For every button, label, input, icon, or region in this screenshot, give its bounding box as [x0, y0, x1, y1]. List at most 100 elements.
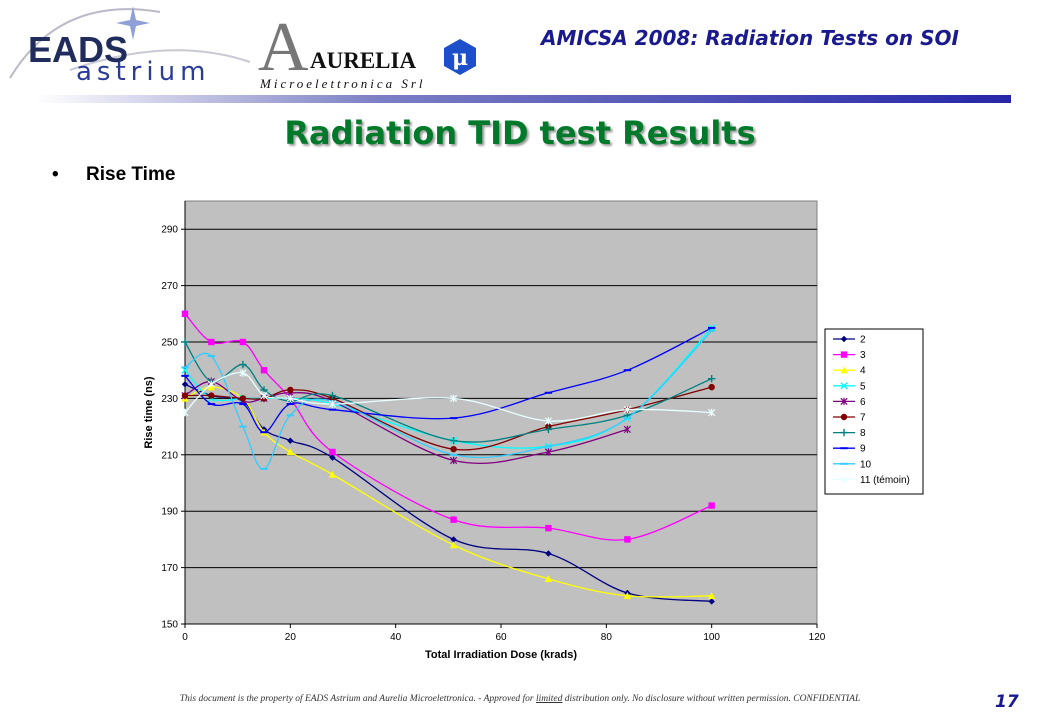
plot-area: [184, 200, 818, 625]
x-tick-label: 80: [601, 632, 613, 643]
legend-label: 2: [860, 335, 866, 346]
y-axis-label: Rise time (ns): [143, 376, 155, 448]
series-1: [181, 310, 715, 543]
x-tick-label: 20: [285, 632, 297, 643]
legend-marker: [840, 428, 848, 437]
legend-label: 3: [860, 350, 866, 361]
legend-label: 7: [860, 413, 866, 424]
data-point: [623, 405, 632, 414]
data-point: [450, 445, 457, 453]
confidentiality-note: This document is the property of EADS As…: [179, 694, 861, 704]
legend-label: 11 (témoin): [860, 475, 910, 486]
data-point: [181, 338, 189, 346]
legend-label: 4: [860, 366, 866, 377]
legend-label: 10: [860, 459, 872, 470]
legend-marker: [840, 382, 848, 390]
legend-box: [824, 328, 924, 495]
aurelia-logo: A AURELIA Microelettronica Srl μ: [258, 9, 476, 91]
series-9: [181, 369, 716, 425]
legend-marker: [840, 397, 848, 406]
data-point: [329, 448, 336, 456]
data-point: [708, 408, 716, 417]
data-point: [208, 338, 215, 346]
legend-marker: [840, 413, 848, 421]
x-tick-label: 40: [390, 632, 402, 643]
data-point: [239, 395, 247, 402]
x-tick-label: 120: [809, 632, 826, 643]
data-point: [286, 448, 295, 456]
data-point: [449, 456, 458, 465]
legend-label: 6: [860, 397, 866, 408]
legend-marker: [840, 366, 848, 374]
data-point: [449, 394, 458, 403]
y-tick-label: 250: [161, 338, 178, 349]
data-point: [208, 392, 215, 399]
y-tick-label: 210: [161, 450, 178, 461]
page-number: 17: [995, 692, 1019, 712]
eads-astrium-logo: EADS astrium: [9, 6, 251, 87]
data-point: [545, 550, 552, 557]
data-point: [707, 374, 716, 383]
data-point: [544, 448, 553, 456]
eads-logo-text: EADS: [28, 29, 128, 70]
aurelia-logo-subtext: Microelettronica Srl: [259, 76, 426, 91]
legend-item: 3: [833, 350, 866, 361]
mu-badge-icon: μ: [444, 39, 476, 75]
series-6: [181, 338, 716, 445]
legend-item: 9: [833, 444, 866, 455]
data-point: [449, 437, 458, 445]
legend-label: 9: [860, 444, 866, 455]
bullet-item: • Rise Time: [52, 164, 175, 186]
slide-title: Radiation TID test Results: [284, 114, 756, 152]
legend-item: 6: [833, 397, 866, 408]
data-point: [328, 391, 337, 400]
data-point: [623, 592, 632, 599]
legend-marker: [840, 351, 848, 358]
legend-item: 11 (témoin): [833, 475, 910, 486]
y-tick-label: 290: [161, 225, 178, 236]
data-point: [545, 524, 552, 532]
data-point: [287, 386, 294, 394]
y-tick-label: 170: [161, 563, 178, 574]
data-point: [450, 516, 457, 523]
data-point: [624, 536, 631, 543]
legend-item: 2: [833, 335, 866, 346]
legend-label: 8: [860, 428, 866, 439]
data-point: [544, 417, 553, 425]
y-tick-label: 230: [161, 394, 178, 405]
series-7: [181, 326, 716, 434]
data-point: [328, 470, 337, 478]
header-divider: [36, 95, 1011, 103]
legend-marker: [840, 335, 848, 343]
svg-text:μ: μ: [452, 45, 468, 71]
data-point: [708, 383, 715, 391]
x-tick-label: 60: [495, 632, 507, 643]
data-point: [207, 380, 215, 388]
presentation-title: AMICSA 2008: Radiation Tests on SOI: [541, 26, 959, 50]
data-point: [544, 425, 553, 434]
data-point: [287, 437, 294, 444]
bullet-text: Rise Time: [86, 164, 176, 185]
bullet-dot-icon: •: [52, 164, 59, 185]
data-point: [181, 310, 189, 317]
x-tick-label: 0: [182, 632, 188, 643]
data-point: [181, 392, 189, 399]
data-point: [260, 367, 268, 374]
y-tick-label: 190: [161, 507, 178, 518]
data-point: [260, 391, 268, 400]
data-point: [708, 502, 715, 509]
data-point: [181, 408, 189, 417]
legend-item: 10: [833, 459, 872, 470]
x-tick-label: 100: [703, 632, 720, 643]
x-axis-label: Total Irradiation Dose (krads): [425, 649, 577, 661]
data-point: [239, 338, 247, 346]
data-point: [181, 381, 189, 388]
series-line: [184, 380, 628, 464]
y-tick-label: 150: [161, 620, 178, 631]
legend-item: 8: [833, 428, 866, 439]
y-tick-label: 270: [161, 281, 178, 292]
legend-item: 5: [833, 381, 866, 392]
aurelia-logo-text: AURELIA: [310, 48, 416, 73]
astrium-logo-text: astrium: [76, 57, 210, 87]
